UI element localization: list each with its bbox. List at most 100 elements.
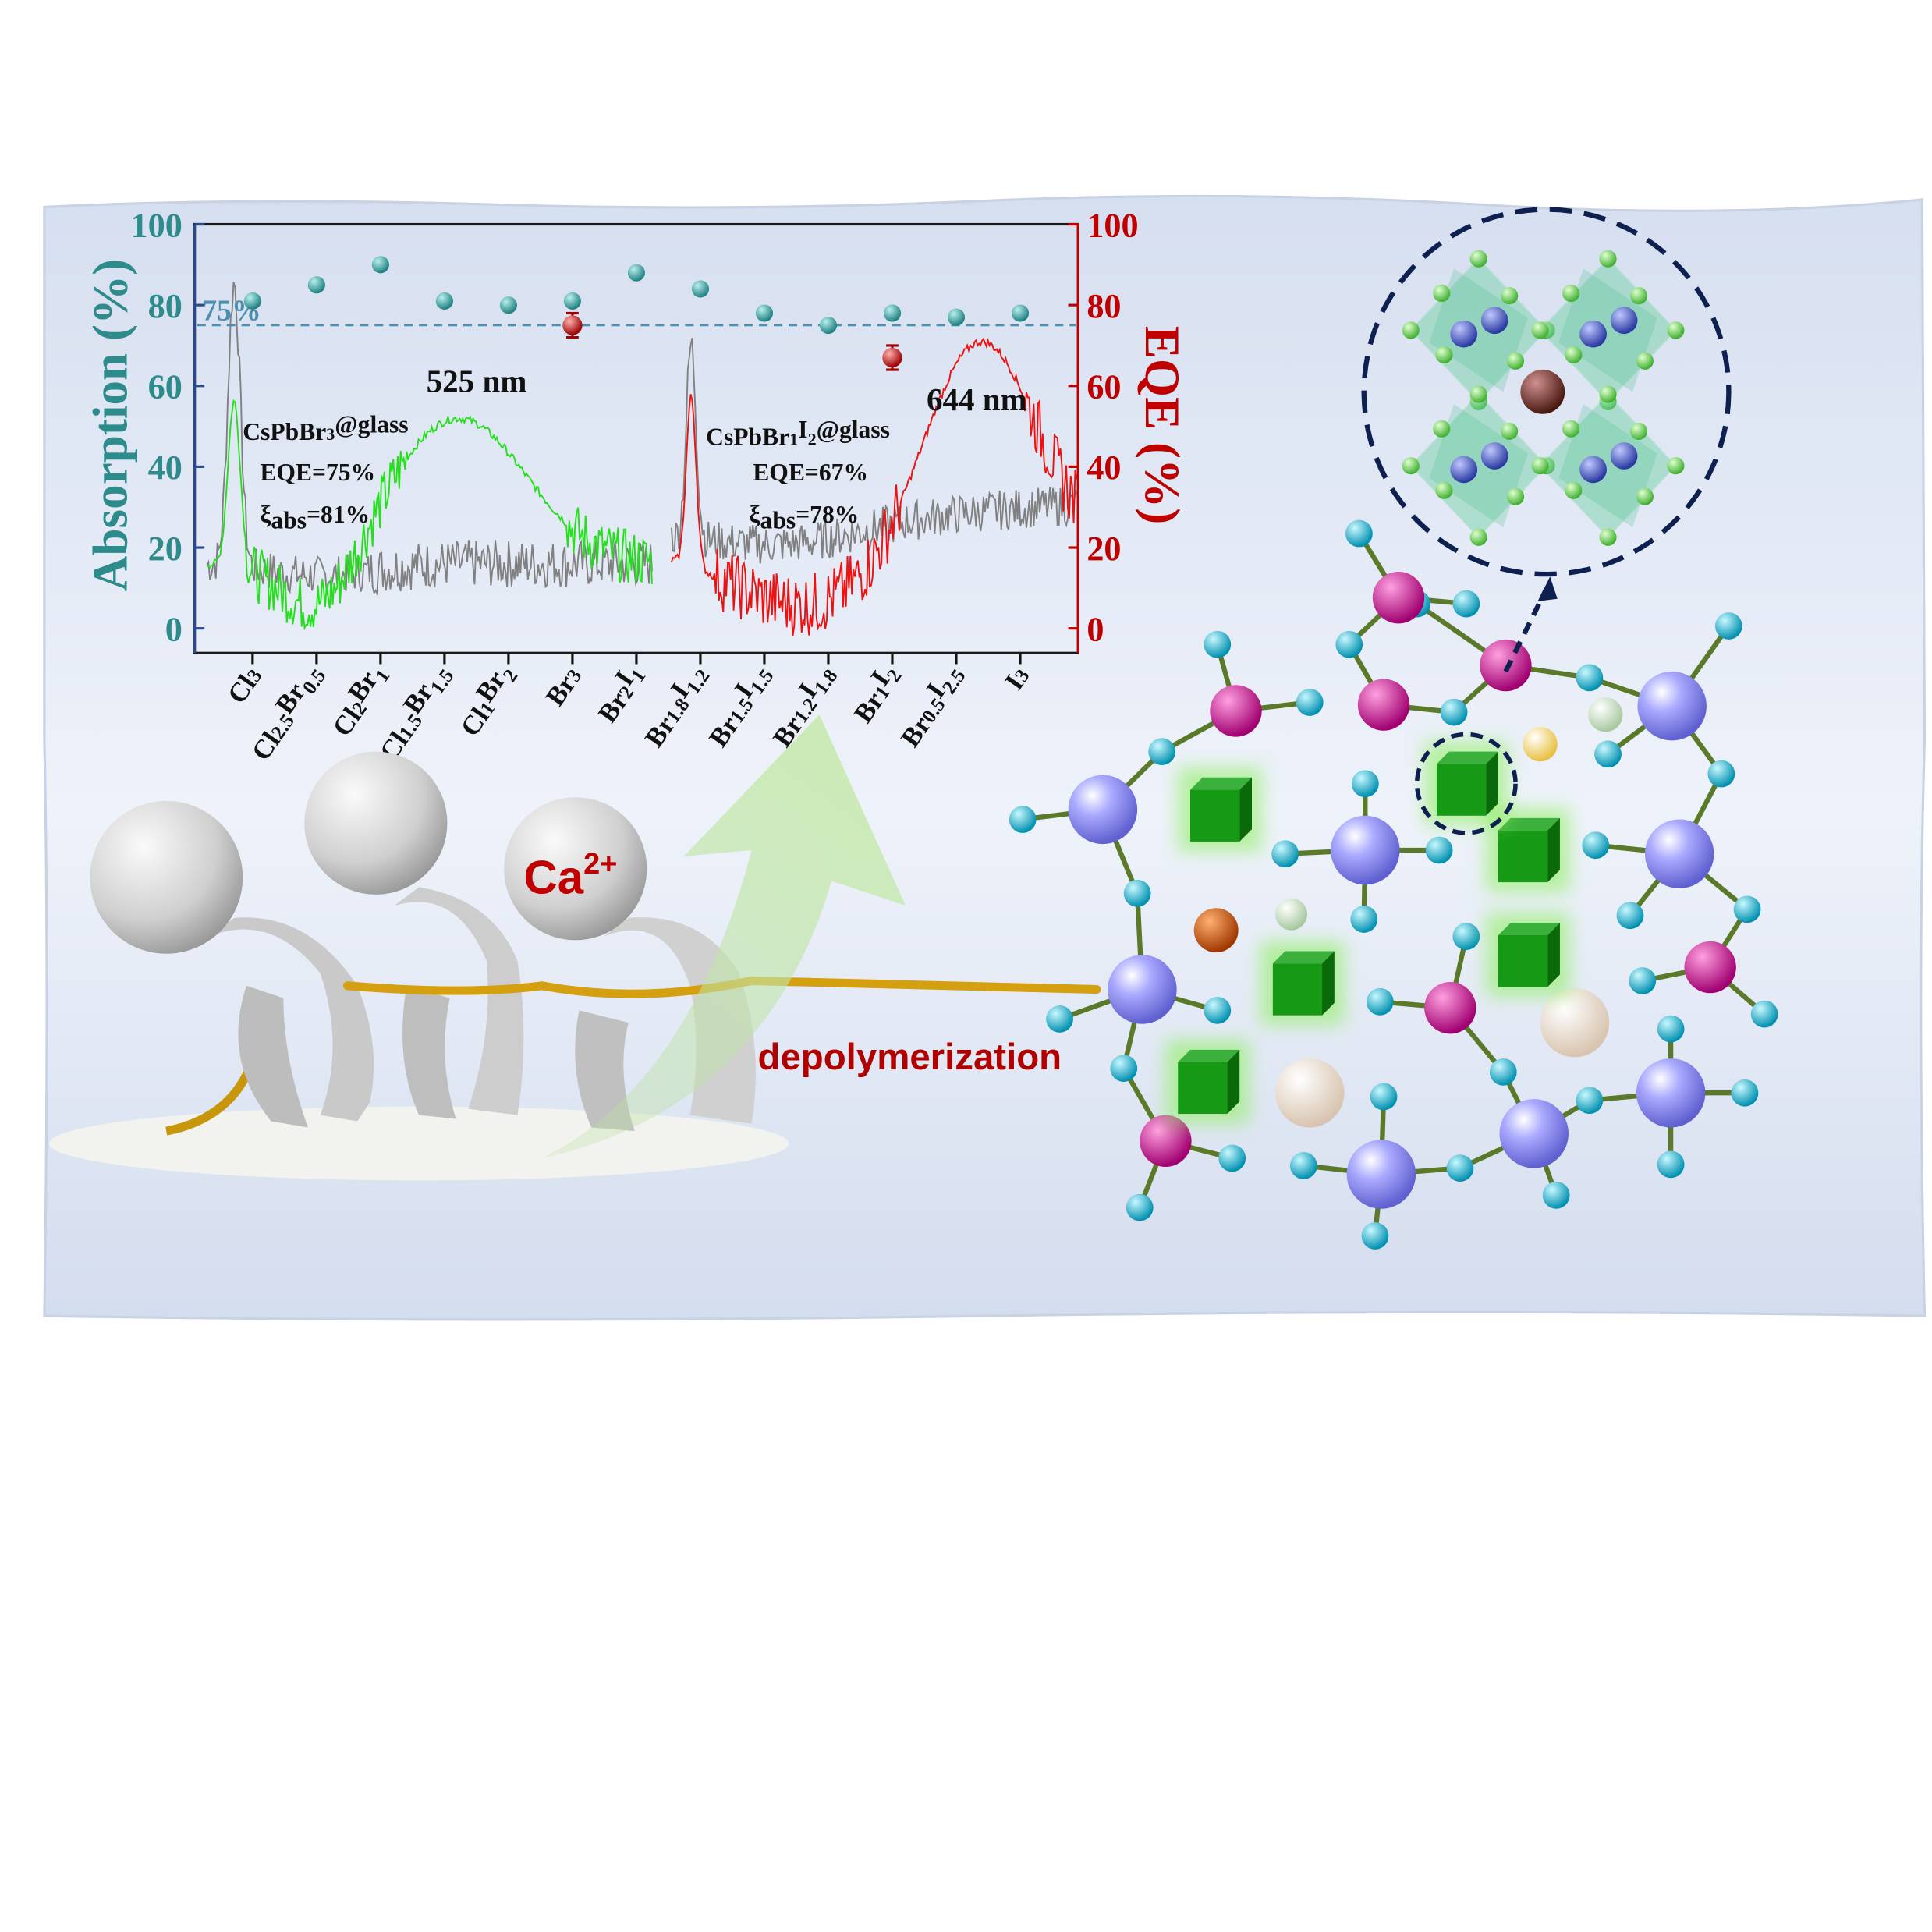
- network-former-atom: [1499, 1099, 1569, 1168]
- inset-dashed-circle: [1361, 207, 1732, 577]
- absorption-point: [627, 264, 645, 282]
- halide-atom: [1506, 487, 1525, 505]
- figure-2: [304, 751, 524, 1119]
- crystal-inset: [1361, 207, 1732, 673]
- lead-atom: [1579, 320, 1607, 348]
- oxygen-atom: [1657, 1015, 1685, 1043]
- halide-atom: [1433, 420, 1451, 438]
- network-atom: [1357, 679, 1410, 731]
- lead-atom: [1480, 442, 1508, 470]
- left-tick-label: 0: [165, 610, 183, 648]
- right-tick-label: 20: [1087, 530, 1121, 568]
- figure-head: [304, 751, 448, 895]
- halide-atom: [1636, 487, 1654, 505]
- modifier-ion: [1275, 1058, 1345, 1128]
- oxygen-atom: [1204, 996, 1232, 1024]
- oxygen-atom: [1345, 519, 1373, 548]
- sample2-xi: ξabs=78%: [749, 501, 859, 534]
- oxygen-atom: [1296, 689, 1324, 716]
- right-tick-label: 80: [1087, 287, 1121, 325]
- sample2-eqe: EQE=67%: [753, 459, 868, 486]
- depolymerization-label: depolymerization: [758, 1037, 1062, 1078]
- highlight-dashed-circle: [1414, 732, 1518, 835]
- absorption-point: [883, 304, 902, 322]
- oxygen-atom: [1731, 1079, 1759, 1107]
- network-atom: [1424, 982, 1476, 1034]
- right-tick-label: 60: [1087, 368, 1121, 406]
- absorption-trace-cspbbr1i2: [671, 337, 1078, 564]
- oxygen-atom: [1707, 760, 1735, 788]
- lead-atom: [1610, 442, 1638, 470]
- oxygen-atom: [1335, 630, 1363, 658]
- left-tick-label: 60: [148, 368, 183, 406]
- xi-subscript: abs: [760, 507, 796, 534]
- nanocrystal-cube: [1260, 941, 1345, 1026]
- oxygen-atom: [1750, 1000, 1778, 1028]
- oxygen-atom: [1126, 1193, 1154, 1221]
- network-former-atom: [1636, 1058, 1706, 1128]
- network-former-atom: [1644, 819, 1714, 888]
- rope: [342, 976, 1101, 998]
- figure-head: [504, 797, 647, 941]
- perovskite-crystal: [1402, 250, 1685, 546]
- oxygen-atom: [1009, 806, 1037, 833]
- lead-atom: [1450, 456, 1478, 484]
- network-former-atom: [1331, 815, 1400, 885]
- ground-shadow: [49, 1106, 789, 1181]
- figure-head: [90, 800, 243, 954]
- eqe-point: [562, 315, 583, 335]
- halide-atom: [1531, 457, 1549, 475]
- oxygen-atom: [1582, 831, 1610, 860]
- absorption-point: [371, 256, 389, 274]
- oxygen-atom: [1204, 630, 1232, 658]
- data-points: [243, 256, 1030, 371]
- network-former-atom: [1108, 955, 1177, 1024]
- nanocrystal-cube: [1424, 741, 1508, 826]
- network-atom: [1140, 1115, 1192, 1167]
- network-former-atom: [1637, 671, 1707, 741]
- halide-atom: [1562, 420, 1580, 438]
- zoom-arrow-head: [1537, 576, 1558, 601]
- halide-atom: [1599, 528, 1617, 546]
- absorption-point: [243, 292, 261, 310]
- oxygen-atom: [1616, 902, 1644, 930]
- oxygen-atom: [1714, 612, 1742, 640]
- oxygen-atom: [1148, 738, 1176, 766]
- modifier-ion: [1523, 727, 1558, 762]
- oxygen-atom: [1576, 1087, 1604, 1115]
- right-tick-label: 0: [1087, 610, 1104, 648]
- oxygen-atom: [1629, 967, 1657, 994]
- left-tick-label: 40: [148, 448, 183, 487]
- halide-atom: [1469, 250, 1487, 268]
- halide-atom: [1469, 385, 1487, 403]
- xi-value: =78%: [796, 501, 859, 528]
- right-axis-title: EQE (%): [1135, 326, 1189, 524]
- halide-atom: [1629, 422, 1648, 440]
- oxygen-atom: [1351, 770, 1379, 798]
- oxygen-atom: [1489, 1058, 1517, 1086]
- absorption-point: [435, 292, 453, 310]
- sample1-xi: ξabs=81%: [260, 501, 370, 534]
- network-atom: [1210, 685, 1262, 737]
- halide-atom: [1469, 528, 1487, 546]
- cesium-atom: [1520, 369, 1565, 414]
- absorption-point: [563, 292, 581, 310]
- figure-1: [90, 800, 374, 1128]
- left-tick-label: 80: [148, 287, 183, 325]
- right-tick-label: 40: [1087, 448, 1121, 487]
- halide-atom: [1433, 284, 1451, 303]
- upward-arrow: [542, 714, 906, 1158]
- modifier-ion: [1588, 697, 1623, 732]
- halide-atom: [1402, 457, 1420, 475]
- halide-atom: [1562, 284, 1580, 303]
- halide-atom: [1667, 321, 1685, 339]
- halide-atom: [1501, 287, 1519, 305]
- xi-symbol: ξ: [260, 501, 271, 528]
- lead-atom: [1579, 456, 1607, 484]
- lead-atom: [1480, 307, 1508, 335]
- eqe-point: [882, 347, 902, 368]
- glass-network: [1009, 519, 1778, 1250]
- red-peak-label: 644 nm: [927, 381, 1027, 417]
- oxygen-atom: [1289, 1152, 1317, 1179]
